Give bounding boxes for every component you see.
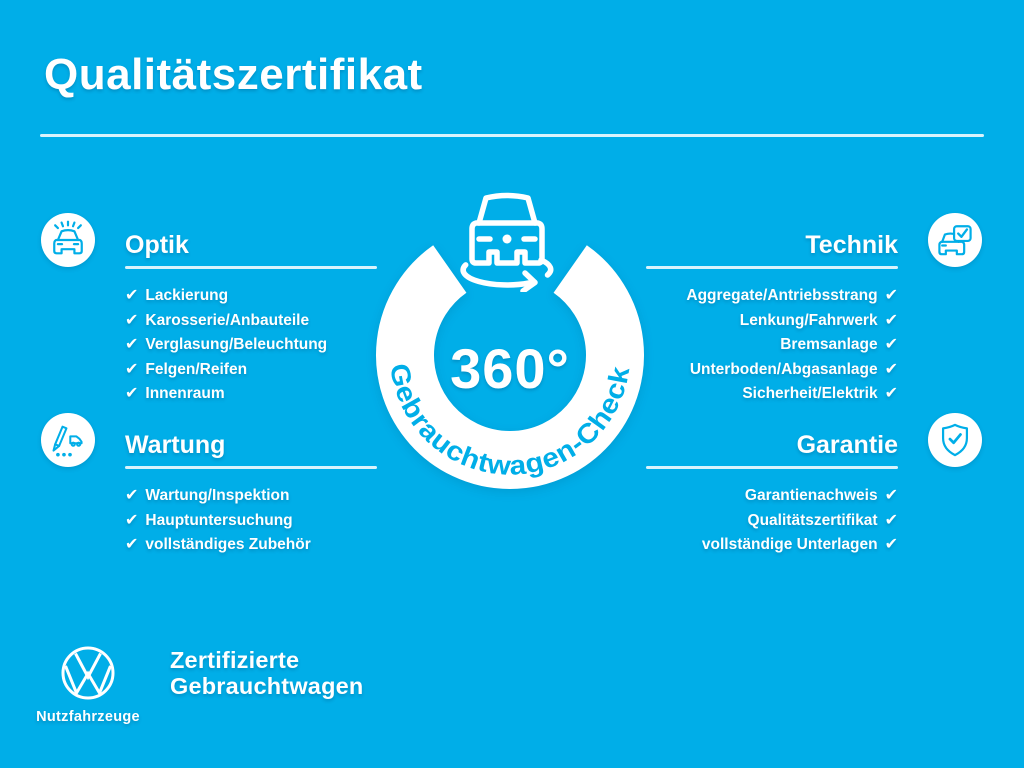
check-icon: ✔ [125,511,139,529]
vw-logo [61,646,115,700]
section-optik: Optik ✔ Lackierung ✔ Karosserie/Anbauteile… [125,231,377,407]
section-wartung-divider [125,466,377,469]
360-check-ring: Gebrauchtwagen-Check [376,245,644,489]
list-item: Garantienachweis ✔ [646,484,898,509]
section-garantie-divider [646,466,898,469]
section-wartung-items: ✔ Wartung/Inspektion ✔ Hauptuntersuchung ✔… [125,484,377,558]
check-icon: ✔ [884,487,898,504]
list-item: ✔ Felgen/Reifen [125,358,377,383]
item-label: Lackierung [145,287,229,304]
section-technik-title: Technik [805,231,898,259]
section-optik-items: ✔ Lackierung ✔ Karosserie/Anbauteile ✔ Verg… [125,284,377,407]
item-label: Karosserie/Anbauteile [145,311,310,329]
check-icon: ✔ [125,360,139,378]
footer-title-line2: Gebrauchtwagen [170,673,364,699]
section-garantie-title: Garantie [796,431,898,459]
item-label: Innenraum [145,385,225,402]
section-technik-items: Aggregate/Antriebsstrang ✔ Lenkung/Fahrwe… [646,284,898,407]
brand-label: Nutzfahrzeuge [36,709,140,725]
item-label: vollständiges Zubehör [145,536,311,553]
service-pencil-van-icon [52,425,83,457]
section-technik-divider [646,266,898,269]
shield-check-icon [941,423,969,457]
item-label: Aggregate/Antriebsstrang [686,287,878,304]
car-checkbox-icon [938,225,972,256]
car-360-rotation-icon [460,192,554,292]
section-wartung-title: Wartung [125,431,226,459]
garantie-badge [928,413,982,467]
item-label: Unterboden/Abgasanlage [689,360,878,378]
check-icon: ✔ [125,385,139,402]
list-item: Sicherheit/Elektrik ✔ [646,382,898,407]
list-item: Unterboden/Abgasanlage ✔ [646,358,898,383]
check-icon: ✔ [884,511,898,529]
check-icon: ✔ [884,385,898,402]
check-icon: ✔ [884,287,898,304]
section-optik-title: Optik [125,231,189,259]
item-label: Sicherheit/Elektrik [742,385,878,402]
check-icon: ✔ [884,336,898,353]
list-item: ✔ Wartung/Inspektion [125,484,377,509]
page-title: Qualitätszertifikat [44,50,423,99]
check-icon: ✔ [125,311,139,329]
list-item: ✔ Karosserie/Anbauteile [125,309,377,334]
list-item: vollständige Unterlagen ✔ [646,533,898,558]
car-shine-icon [53,220,83,255]
section-optik-divider [125,266,377,269]
check-icon: ✔ [125,336,139,353]
technik-badge [928,213,982,267]
list-item: Qualitätszertifikat ✔ [646,509,898,534]
item-label: Felgen/Reifen [145,360,248,378]
check-icon: ✔ [125,287,139,304]
section-wartung: Wartung ✔ Wartung/Inspektion ✔ Hauptunters… [125,431,377,558]
list-item: ✔ Hauptuntersuchung [125,509,377,534]
list-item: ✔ Innenraum [125,382,377,407]
list-item: Bremsanlage ✔ [646,333,898,358]
section-garantie: Garantie Garantienachweis ✔ Qualitätszert… [646,431,898,558]
section-technik: Technik Aggregate/Antriebsstrang ✔ Lenkun… [646,231,898,407]
check-icon: ✔ [884,311,898,329]
optik-badge [41,213,95,267]
check-icon: ✔ [125,487,139,504]
check-icon: ✔ [884,536,898,553]
item-label: Bremsanlage [780,336,878,353]
section-garantie-items: Garantienachweis ✔ Qualitätszertifikat ✔ v… [646,484,898,558]
item-label: vollständige Unterlagen [701,536,878,553]
footer-title-line1: Zertifizierte [170,647,300,673]
check-icon: ✔ [125,536,139,553]
list-item: ✔ vollständiges Zubehör [125,533,377,558]
item-label: Garantienachweis [744,487,878,504]
wartung-badge [41,413,95,467]
list-item: ✔ Lackierung [125,284,377,309]
degrees-label: 360° [450,337,570,400]
item-label: Qualitätszertifikat [747,511,878,529]
item-label: Lenkung/Fahrwerk [739,311,878,329]
item-label: Hauptuntersuchung [145,511,293,529]
item-label: Wartung/Inspektion [145,487,290,504]
list-item: ✔ Verglasung/Beleuchtung [125,333,377,358]
footer-title: Zertifizierte Gebrauchtwagen [170,647,363,699]
check-icon: ✔ [884,360,898,378]
item-label: Verglasung/Beleuchtung [145,336,328,353]
title-divider [40,134,984,137]
list-item: Aggregate/Antriebsstrang ✔ [646,284,898,309]
list-item: Lenkung/Fahrwerk ✔ [646,309,898,334]
